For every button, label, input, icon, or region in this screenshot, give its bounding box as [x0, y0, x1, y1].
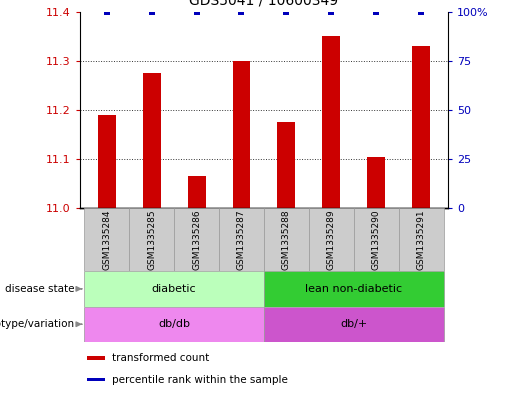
Text: GSM1335287: GSM1335287: [237, 209, 246, 270]
Bar: [84, 307, 264, 342]
Text: GSM1335289: GSM1335289: [327, 209, 336, 270]
Bar: [84, 208, 129, 271]
Bar: [87, 356, 105, 360]
Bar: [367, 157, 385, 208]
Bar: [264, 208, 309, 271]
Text: GSM1335291: GSM1335291: [417, 209, 425, 270]
Text: transformed count: transformed count: [112, 353, 210, 363]
Bar: [84, 271, 264, 307]
Text: GSM1335285: GSM1335285: [147, 209, 156, 270]
Text: GSM1335284: GSM1335284: [102, 209, 111, 270]
Bar: [129, 208, 174, 271]
Bar: [322, 37, 340, 208]
Bar: [264, 271, 443, 307]
Bar: [143, 73, 161, 208]
Bar: [98, 115, 116, 208]
Text: genotype/variation: genotype/variation: [0, 319, 75, 329]
Text: disease state: disease state: [5, 284, 75, 294]
Bar: [399, 208, 443, 271]
Bar: [354, 208, 399, 271]
Bar: [278, 122, 296, 208]
Bar: [187, 176, 205, 208]
Text: db/+: db/+: [340, 319, 367, 329]
Bar: [219, 208, 264, 271]
Bar: [232, 61, 250, 208]
Title: GDS5041 / 10600349: GDS5041 / 10600349: [190, 0, 338, 8]
Text: diabetic: diabetic: [152, 284, 196, 294]
Text: percentile rank within the sample: percentile rank within the sample: [112, 375, 288, 385]
Bar: [264, 307, 443, 342]
Text: GSM1335288: GSM1335288: [282, 209, 291, 270]
Bar: [309, 208, 354, 271]
Bar: [87, 378, 105, 381]
Text: GSM1335290: GSM1335290: [372, 209, 381, 270]
Text: GSM1335286: GSM1335286: [192, 209, 201, 270]
Text: lean non-diabetic: lean non-diabetic: [305, 284, 402, 294]
Bar: [412, 46, 430, 208]
Text: db/db: db/db: [158, 319, 190, 329]
Bar: [174, 208, 219, 271]
